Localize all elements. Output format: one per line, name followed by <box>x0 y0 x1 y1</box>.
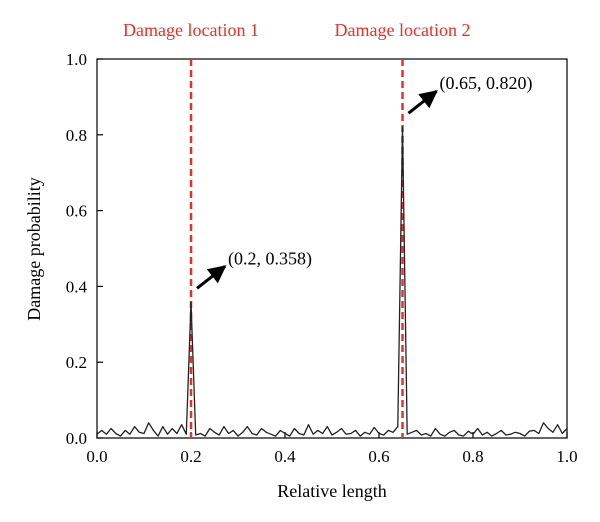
annotation-arrow <box>407 90 438 115</box>
x-tick-label: 0.0 <box>86 447 107 466</box>
x-tick-label: 0.2 <box>180 447 201 466</box>
y-tick-label: 1.0 <box>66 50 87 69</box>
x-tick-label: 0.4 <box>274 447 296 466</box>
y-tick-label: 0.6 <box>66 202 87 221</box>
y-tick-label: 0.0 <box>66 429 87 448</box>
y-tick-label: 0.2 <box>66 353 87 372</box>
y-axis-title: Damage probability <box>24 177 44 320</box>
annotations-layer: (0.2, 0.358) (0.65, 0.820) <box>196 73 533 290</box>
y-tick-label: 0.4 <box>66 277 88 296</box>
annotation-label: (0.2, 0.358) <box>228 248 312 269</box>
annotation-label: (0.65, 0.820) <box>440 73 533 94</box>
ticks-layer: 0.0 0.2 0.4 0.6 0.8 1.0 0.0 0.2 0.4 0.6 0.8 1.0 <box>66 50 578 466</box>
x-tick-label: 0.8 <box>462 447 483 466</box>
damage-markers-layer: Damage location 1 Damage location 2 <box>123 20 470 438</box>
y-tick-label: 0.8 <box>66 126 87 145</box>
damage-location-label: Damage location 2 <box>335 20 471 40</box>
x-tick-label: 1.0 <box>556 447 577 466</box>
damage-probability-line <box>96 126 568 437</box>
plot-frame <box>96 58 568 439</box>
annotation-arrow <box>196 265 227 290</box>
series-layer <box>96 126 568 437</box>
damage-location-label: Damage location 1 <box>123 20 259 40</box>
x-tick-label: 0.6 <box>368 447 389 466</box>
x-axis-title: Relative length <box>277 481 386 501</box>
